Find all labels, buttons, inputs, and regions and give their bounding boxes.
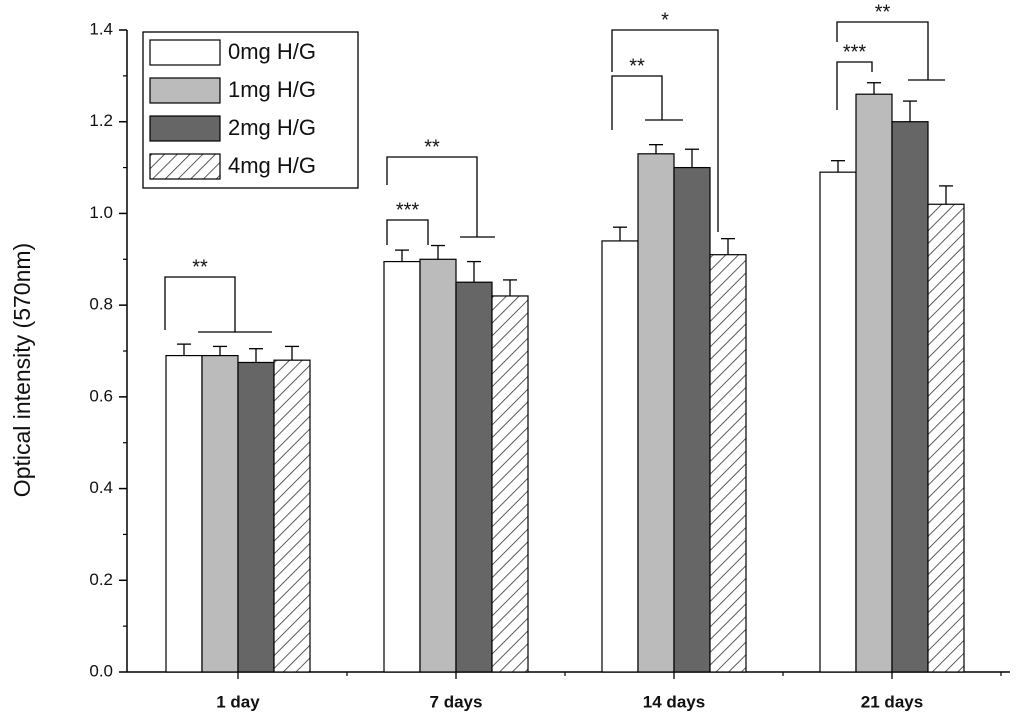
- bar: [637, 153, 675, 673]
- legend-label: 2mg H/G: [228, 115, 316, 140]
- bar: [273, 359, 311, 673]
- bar: [237, 361, 275, 673]
- significance-label: **: [629, 55, 645, 77]
- legend-label: 1mg H/G: [228, 77, 316, 102]
- y-axis-label: Optical intensity (570nm): [9, 243, 35, 497]
- bar: [819, 171, 857, 673]
- bar: [383, 260, 421, 673]
- legend-label: 0mg H/G: [228, 39, 316, 64]
- significance-bracket: [836, 61, 873, 110]
- y-tick-label: 0.6: [89, 386, 113, 405]
- bar: [891, 121, 929, 673]
- legend-label: 4mg H/G: [228, 153, 316, 178]
- x-tick-label: 1 day: [216, 692, 260, 711]
- y-tick-label: 1.0: [89, 203, 113, 222]
- x-tick-label: 21 days: [861, 692, 923, 711]
- significance-label: **: [424, 136, 440, 158]
- bar: [201, 354, 239, 673]
- y-tick-label: 0.8: [89, 295, 113, 314]
- y-tick-label: 1.4: [89, 19, 113, 38]
- significance-label: *: [661, 9, 669, 31]
- bar: [673, 166, 711, 673]
- legend-swatch: [149, 77, 221, 104]
- y-tick-label: 0.4: [89, 478, 113, 497]
- bar: [419, 258, 457, 673]
- bar: [165, 354, 203, 673]
- significance-label: **: [192, 256, 208, 278]
- significance-bracket: [611, 75, 663, 130]
- significance-bracket: [386, 219, 429, 245]
- bar: [601, 240, 639, 673]
- legend-swatch: [149, 115, 221, 142]
- y-tick-label: 0.0: [89, 661, 113, 680]
- x-tick-label: 7 days: [430, 692, 483, 711]
- significance-bracket: [836, 21, 929, 80]
- bar: [491, 295, 529, 673]
- significance-bracket: [386, 156, 478, 237]
- y-tick-label: 1.2: [89, 111, 113, 130]
- y-tick-label: 0.2: [89, 570, 113, 589]
- significance-bracket: [164, 276, 236, 332]
- bar: [855, 93, 893, 673]
- bar: [455, 281, 493, 673]
- significance-label: ***: [843, 41, 867, 63]
- bar: [927, 203, 965, 673]
- x-tick-label: 14 days: [643, 692, 705, 711]
- legend-swatch: [149, 39, 221, 66]
- significance-bracket: [611, 29, 719, 232]
- bar: [709, 254, 747, 673]
- significance-label: **: [875, 1, 891, 23]
- significance-label: ***: [396, 199, 420, 221]
- legend-swatch: [149, 153, 221, 180]
